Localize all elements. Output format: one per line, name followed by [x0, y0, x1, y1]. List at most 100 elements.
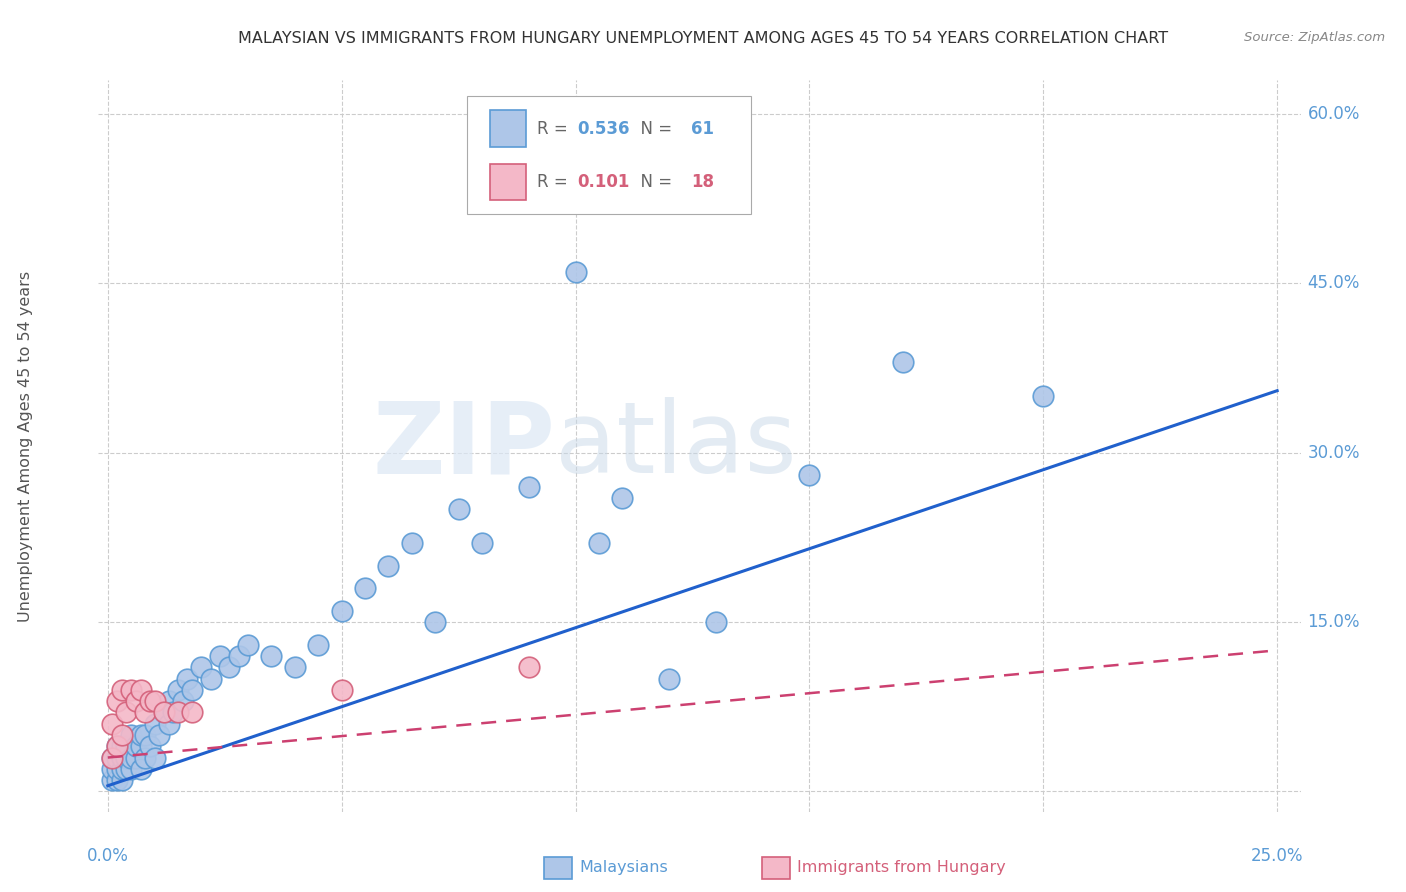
Point	[115, 739, 138, 754]
Point	[218, 660, 240, 674]
Point	[891, 355, 914, 369]
Point	[612, 491, 634, 505]
Text: 25.0%: 25.0%	[1251, 847, 1303, 865]
Point	[208, 648, 231, 663]
Point	[125, 750, 148, 764]
Point	[134, 750, 156, 764]
Point	[120, 762, 142, 776]
Point	[115, 762, 138, 776]
Point	[517, 660, 540, 674]
Point	[162, 706, 184, 720]
Point	[105, 739, 128, 754]
Point	[190, 660, 212, 674]
Text: 0.101: 0.101	[576, 173, 630, 191]
Point	[129, 762, 152, 776]
Point	[115, 750, 138, 764]
Point	[517, 480, 540, 494]
Text: ZIP: ZIP	[373, 398, 555, 494]
Point	[181, 706, 204, 720]
Point	[101, 773, 124, 788]
Point	[134, 706, 156, 720]
Point	[354, 581, 377, 595]
Point	[330, 604, 353, 618]
FancyBboxPatch shape	[491, 163, 526, 200]
Point	[111, 739, 134, 754]
Text: N =: N =	[630, 173, 678, 191]
Point	[260, 648, 283, 663]
Point	[111, 762, 134, 776]
Text: 30.0%: 30.0%	[1308, 444, 1360, 462]
Point	[200, 672, 222, 686]
Point	[143, 694, 166, 708]
Point	[658, 672, 681, 686]
Point	[111, 750, 134, 764]
Point	[176, 672, 198, 686]
Point	[153, 706, 176, 720]
Point	[167, 706, 190, 720]
Point	[105, 750, 128, 764]
Point	[105, 773, 128, 788]
Text: 0.536: 0.536	[576, 120, 630, 137]
Point	[330, 682, 353, 697]
Point	[129, 682, 152, 697]
Text: Immigrants from Hungary: Immigrants from Hungary	[797, 860, 1005, 874]
Text: R =: R =	[537, 120, 574, 137]
Point	[120, 750, 142, 764]
Point	[401, 536, 423, 550]
Point	[1032, 389, 1054, 403]
Point	[105, 694, 128, 708]
Point	[111, 728, 134, 742]
Point	[101, 750, 124, 764]
Point	[101, 762, 124, 776]
Point	[181, 682, 204, 697]
Text: 61: 61	[692, 120, 714, 137]
Point	[125, 739, 148, 754]
Text: MALAYSIAN VS IMMIGRANTS FROM HUNGARY UNEMPLOYMENT AMONG AGES 45 TO 54 YEARS CORR: MALAYSIAN VS IMMIGRANTS FROM HUNGARY UNE…	[238, 31, 1168, 46]
Point	[115, 706, 138, 720]
Point	[139, 739, 162, 754]
Point	[236, 638, 259, 652]
Point	[377, 558, 399, 573]
Point	[588, 536, 610, 550]
Text: 0.0%: 0.0%	[87, 847, 129, 865]
Point	[105, 762, 128, 776]
Point	[167, 682, 190, 697]
Point	[157, 694, 180, 708]
Point	[129, 728, 152, 742]
Point	[134, 728, 156, 742]
Point	[111, 682, 134, 697]
Text: atlas: atlas	[555, 398, 797, 494]
Text: 45.0%: 45.0%	[1308, 275, 1360, 293]
Point	[125, 694, 148, 708]
Text: N =: N =	[630, 120, 678, 137]
FancyBboxPatch shape	[491, 111, 526, 147]
Text: R =: R =	[537, 173, 578, 191]
Text: Source: ZipAtlas.com: Source: ZipAtlas.com	[1244, 31, 1385, 45]
Point	[101, 750, 124, 764]
Point	[105, 739, 128, 754]
Point	[153, 706, 176, 720]
Point	[172, 694, 194, 708]
Point	[143, 750, 166, 764]
Point	[704, 615, 727, 629]
Point	[564, 265, 586, 279]
Point	[425, 615, 447, 629]
Point	[139, 694, 162, 708]
Point	[148, 728, 170, 742]
Text: Malaysians: Malaysians	[579, 860, 668, 874]
Point	[157, 716, 180, 731]
Point	[143, 716, 166, 731]
Point	[101, 716, 124, 731]
Point	[307, 638, 329, 652]
Text: 18: 18	[692, 173, 714, 191]
Text: 60.0%: 60.0%	[1308, 105, 1360, 123]
Point	[447, 502, 470, 516]
Point	[120, 728, 142, 742]
Point	[111, 773, 134, 788]
Point	[120, 682, 142, 697]
Text: Unemployment Among Ages 45 to 54 years: Unemployment Among Ages 45 to 54 years	[18, 270, 32, 622]
Point	[129, 739, 152, 754]
Point	[228, 648, 250, 663]
FancyBboxPatch shape	[467, 96, 751, 214]
Point	[471, 536, 494, 550]
